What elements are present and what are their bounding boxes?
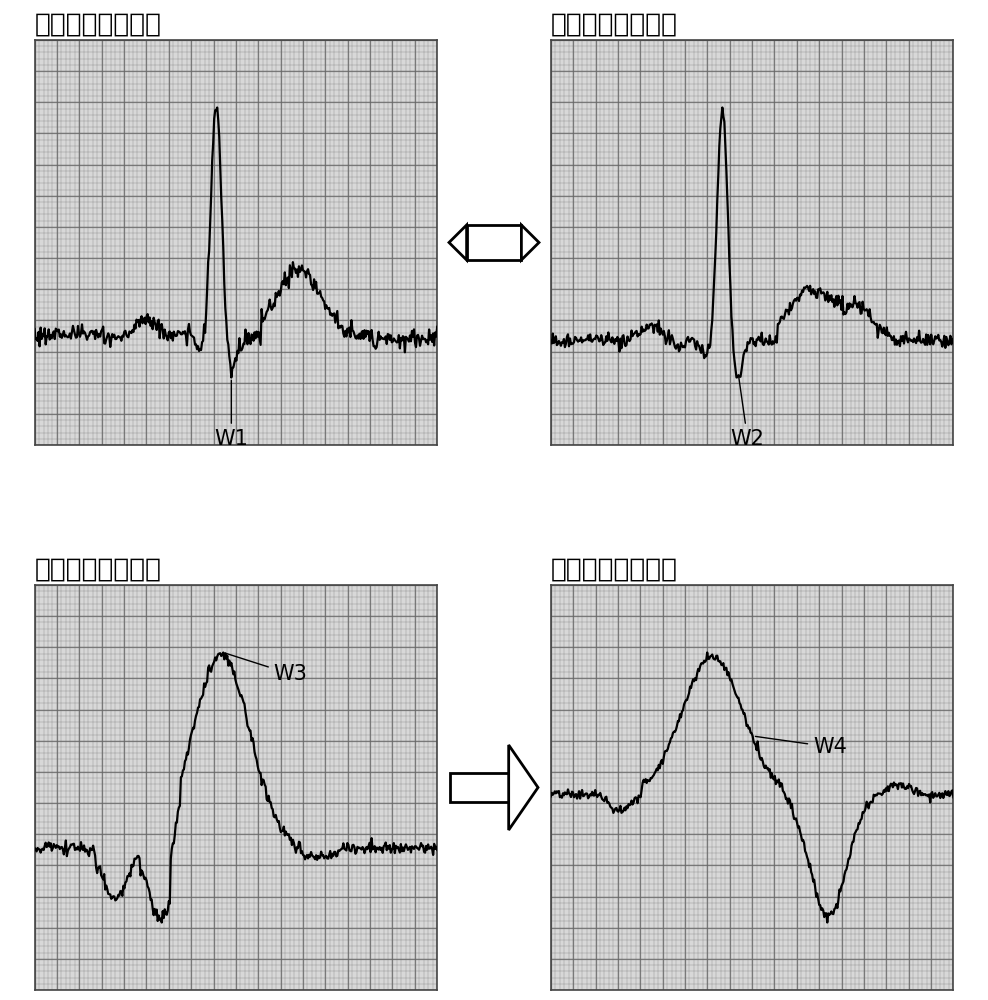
- Text: 第一心律失常波形: 第一心律失常波形: [35, 557, 162, 583]
- Polygon shape: [522, 225, 539, 260]
- Text: W4: W4: [756, 736, 847, 757]
- Text: 第一窦性节律波形: 第一窦性节律波形: [35, 12, 162, 38]
- Text: W1: W1: [214, 380, 248, 449]
- Text: 第二窦性节律波形: 第二窦性节律波形: [551, 12, 678, 38]
- Text: W2: W2: [731, 378, 765, 449]
- Text: 第二心律失常波形: 第二心律失常波形: [551, 557, 678, 583]
- Polygon shape: [449, 225, 466, 260]
- Polygon shape: [450, 773, 509, 802]
- Polygon shape: [466, 225, 522, 260]
- Text: W3: W3: [226, 653, 307, 684]
- Polygon shape: [509, 745, 538, 830]
